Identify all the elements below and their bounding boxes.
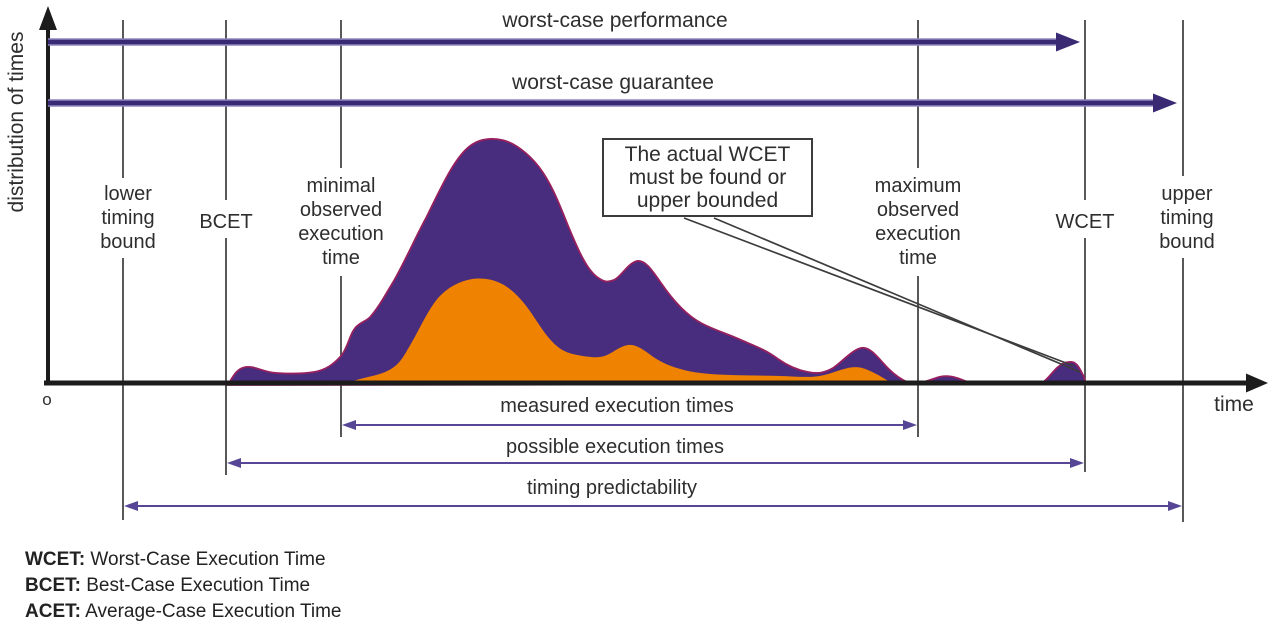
- possible-execution-times-label: possible execution times: [506, 436, 724, 458]
- possible-execution-times-arrow: [227, 458, 1084, 468]
- legend-text-wcet: Worst-Case Execution Time: [85, 549, 326, 570]
- y-axis-label: distribution of times: [5, 31, 28, 213]
- worst-case-performance-label: worst-case performance: [502, 9, 728, 32]
- legend: WCET: Worst-Case Execution Time BCET: Be…: [25, 547, 341, 625]
- legend-abbr-acet: ACET:: [25, 601, 81, 622]
- legend-line-acet: ACET: Average-Case Execution Time: [25, 599, 341, 625]
- arrow-head-right: [903, 420, 917, 430]
- worst-case-performance-arrow: [48, 32, 1080, 52]
- arrow-head: [1056, 32, 1080, 52]
- orange-distribution-curve: [342, 278, 893, 385]
- worst-case-guarantee-arrow: [48, 93, 1177, 113]
- minimal-observed-execution-time-label: minimal observed execution time: [298, 175, 384, 269]
- timing-predictability-label: timing predictability: [526, 477, 698, 499]
- arrow-head-right: [1168, 501, 1182, 511]
- timing-predictability-arrow: [124, 501, 1182, 511]
- legend-abbr-bcet: BCET:: [25, 575, 81, 596]
- x-axis-arrowhead: [1246, 373, 1268, 393]
- x-axis-label: time: [1214, 393, 1254, 416]
- actual-wcet-callout: The actual WCET must be found or upper b…: [602, 138, 813, 217]
- wcet-label: WCET: [1055, 211, 1115, 233]
- upper-timing-bound-label: upper timing bound: [1159, 183, 1215, 253]
- pointer-line-lower: [713, 217, 1081, 373]
- arrow-head-left: [227, 458, 241, 468]
- arrow-head-left: [342, 420, 356, 430]
- measured-execution-times-label: measured execution times: [500, 395, 734, 417]
- legend-abbr-wcet: WCET:: [25, 549, 86, 570]
- origin-label: o: [42, 390, 52, 409]
- arrow-head: [1153, 93, 1177, 113]
- legend-text-acet: Average-Case Execution Time: [80, 601, 342, 622]
- lower-timing-bound-label: lower timing bound: [100, 183, 156, 253]
- measured-execution-times-arrow: [342, 420, 917, 430]
- arrow-head-right: [1070, 458, 1084, 468]
- arrow-head-left: [124, 501, 138, 511]
- axes: [39, 6, 1268, 393]
- legend-text-bcet: Best-Case Execution Time: [80, 575, 311, 596]
- y-axis-arrowhead: [39, 6, 57, 30]
- legend-line-wcet: WCET: Worst-Case Execution Time: [25, 547, 341, 573]
- callout-pointer-lines: [683, 217, 1081, 373]
- bcet-label: BCET: [199, 211, 253, 233]
- maximum-observed-execution-time-label: maximum observed execution time: [874, 175, 962, 269]
- worst-case-guarantee-label: worst-case guarantee: [512, 71, 714, 94]
- legend-line-bcet: BCET: Best-Case Execution Time: [25, 573, 341, 599]
